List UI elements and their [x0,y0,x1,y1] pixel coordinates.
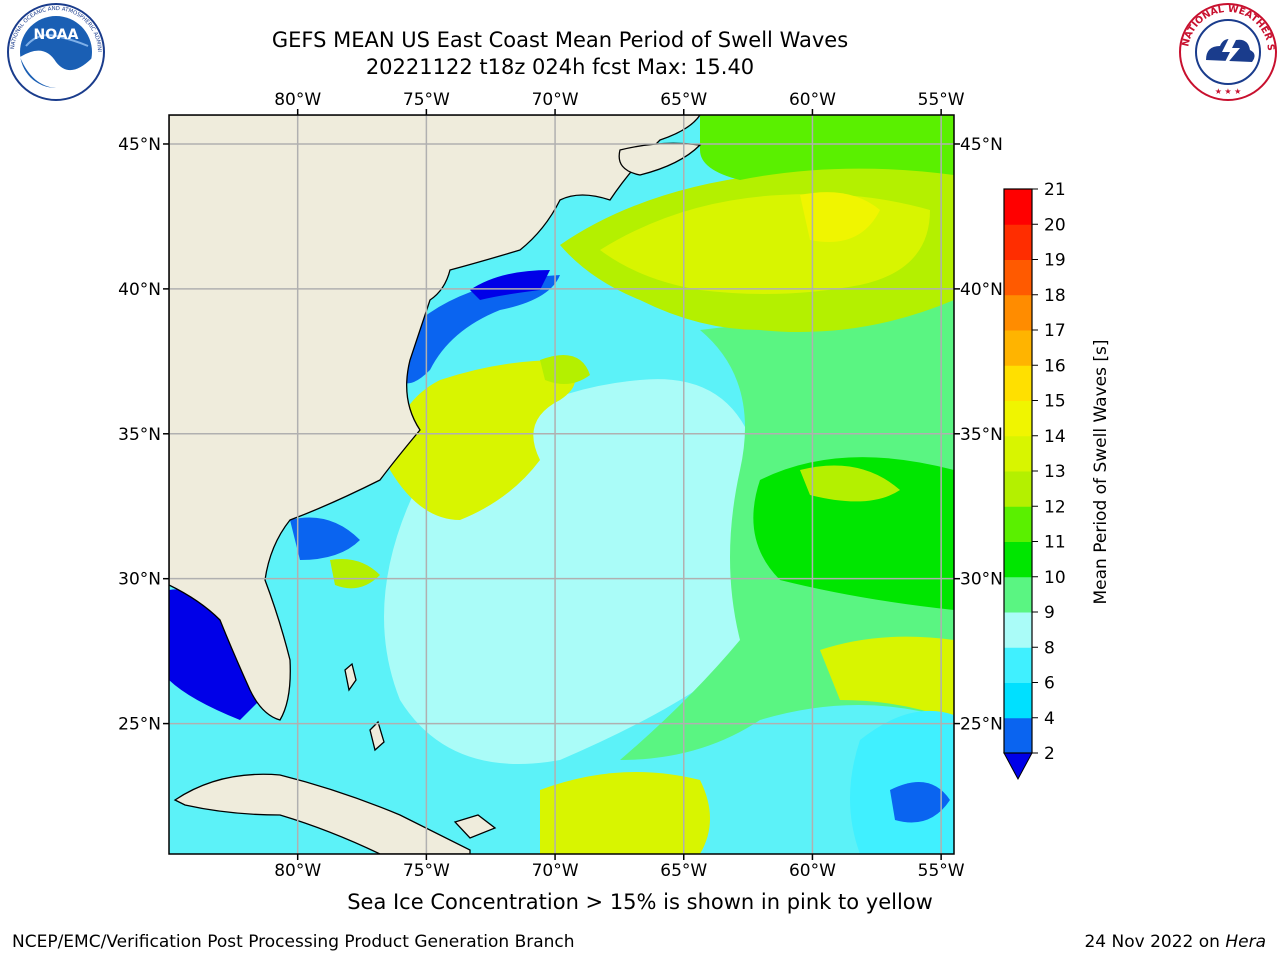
lon-label: 75°W [403,861,450,881]
map-frame [168,114,955,855]
period-region-southeast [820,636,954,720]
colorbar-tick-label: 16 [1044,356,1066,376]
colorbar: 2 4 6 8 9 10 11 12 13 14 15 16 17 18 19 20 21 [1003,180,1066,781]
lon-label: 65°W [660,90,707,110]
lat-label: 45°N [118,135,161,155]
colorbar-swatch [1004,435,1032,472]
cuba-land [173,773,471,854]
chart-title: GEFS MEAN US East Coast Mean Period of S… [271,28,849,52]
period-region-hatteras [390,360,575,520]
colorbar-swatch [1004,541,1032,578]
sea-ice-note: Sea Ice Concentration > 15% is shown in … [347,890,933,914]
noaa-logo-icon: NOAA NATIONAL OCEANIC AND ATMOSPHERIC AD… [4,2,105,101]
lat-label: 35°N [960,425,1003,445]
lon-label: 55°W [918,861,965,881]
lat-label: 40°N [118,280,161,300]
period-region-gulf-low [169,589,260,720]
colorbar-tick-label: 20 [1044,215,1066,235]
period-region-14-15 [800,192,880,242]
chart-subtitle: 20221122 t18z 024h fcst Max: 15.40 [365,55,755,79]
bahamas-island [344,662,357,692]
lat-labels-right: 45°N 40°N 35°N 30°N 25°N [960,135,1003,735]
colorbar-swatch [1004,330,1032,366]
period-region-hatteras-north [540,355,590,384]
colorbar-tick-label: 6 [1044,674,1055,694]
svg-text:★ ★ ★: ★ ★ ★ [1215,87,1242,96]
period-region-12-13 [800,465,900,502]
lon-label: 70°W [532,90,579,110]
footer-date: 24 Nov 2022 on Hera [1084,932,1266,952]
lon-label: 80°W [274,861,321,881]
graticule [163,109,960,860]
lon-label: 75°W [403,90,450,110]
colorbar-swatch [1004,612,1032,648]
lon-label: 60°W [789,90,836,110]
lon-label: 70°W [532,861,579,881]
period-region-11-12 [700,115,954,180]
period-region-2-4 [890,782,950,823]
lon-label: 55°W [918,90,965,110]
colorbar-swatch [1004,576,1032,613]
hispaniola-land [453,814,497,839]
colorbar-swatch [1004,400,1032,437]
footer-date-text: 24 Nov 2022 on [1084,932,1220,952]
colorbar-swatch [1004,224,1032,260]
period-region-florida-coast [290,517,360,560]
colorbar-tick-label: 12 [1044,497,1066,517]
lat-labels-left: 45°N 40°N 35°N 30°N 25°N [118,135,161,735]
period-region-10-11 [753,457,954,610]
footer-host: Hera [1225,932,1266,952]
colorbar-tick-label: 14 [1044,427,1066,447]
period-region-small-yellow [330,559,380,589]
noaa-logo-text: NOAA [34,27,79,43]
period-region-coastal-ne [400,275,560,384]
colorbar-swatch [1004,647,1032,683]
colorbar-swatch [1004,259,1032,296]
lon-labels-bottom: 80°W 75°W 70°W 65°W 60°W 55°W [274,861,965,881]
colorbar-swatch [1004,189,1032,225]
colorbar-tick-label: 4 [1044,709,1055,729]
lat-label: 40°N [960,280,1003,300]
colorbar-tick-label: 13 [1044,462,1066,482]
colorbar-tick-label: 11 [1044,533,1066,553]
footer-credit: NCEP/EMC/Verification Post Processing Pr… [12,932,575,952]
bahamas-island [369,720,385,752]
colorbar-tick-label: 17 [1044,321,1066,341]
colorbar-tick-label: 18 [1044,286,1066,306]
colorbar-swatch [1004,682,1032,719]
colorbar-label: Mean Period of Swell Waves [s] [1091,340,1111,605]
colorbar-swatch [1004,294,1032,331]
lat-label: 25°N [118,715,161,735]
colorbar-swatch [1004,471,1032,507]
colorbar-swatch [1004,506,1032,542]
period-region-south [540,772,710,854]
lon-label: 65°W [660,861,707,881]
nws-logo-icon: NATIONAL WEATHER SERVICE ★ ★ ★ [1176,2,1277,101]
colorbar-tick-label: 19 [1044,251,1066,271]
lat-label: 30°N [960,570,1003,590]
land-group [169,115,702,854]
lat-label: 45°N [960,135,1003,155]
lon-label: 80°W [274,90,321,110]
lat-label: 25°N [960,715,1003,735]
colorbar-tick-label: 9 [1044,603,1055,623]
lon-labels-top: 80°W 75°W 70°W 65°W 60°W 55°W [274,90,965,110]
colorbar-under-arrow [1003,752,1033,781]
colorbar-tick-label: 8 [1044,638,1055,658]
colorbar-tick-label: 2 [1044,744,1055,764]
colorbar-tick-label: 15 [1044,392,1066,412]
colorbar-swatch [1004,717,1032,754]
lat-label: 35°N [118,425,161,445]
lat-label: 30°N [118,570,161,590]
period-region-coastal-ne-low [470,270,550,300]
colorbar-tick-label: 10 [1044,568,1066,588]
colorbar-tick-label: 21 [1044,180,1066,200]
lon-label: 60°W [789,861,836,881]
colorbar-swatch [1004,365,1032,401]
